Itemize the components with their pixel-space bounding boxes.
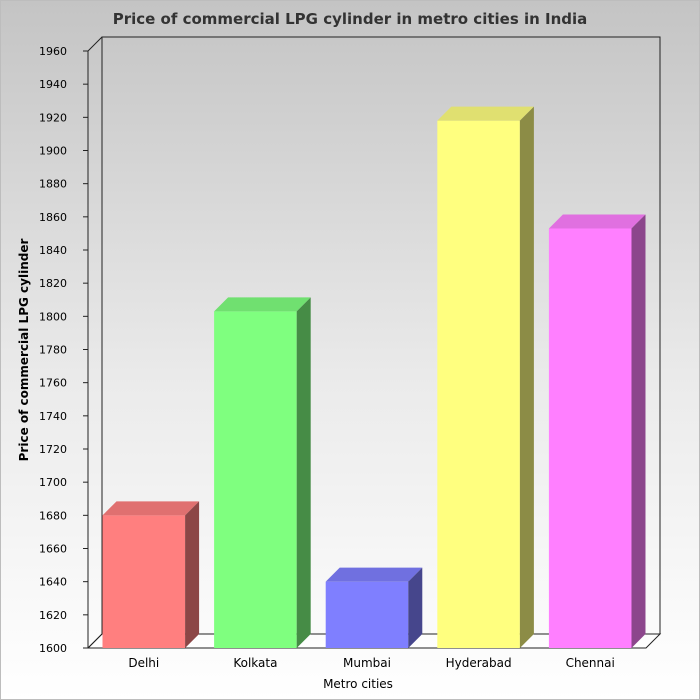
bar-top [325, 567, 423, 582]
x-tick-label: Kolkata [233, 656, 277, 670]
bar-side [631, 214, 646, 649]
y-tick-label: 1920 [39, 111, 67, 124]
bar-top [437, 106, 534, 121]
bar [325, 567, 423, 648]
x-tick-label: Delhi [128, 656, 159, 670]
x-tick-label: Mumbai [343, 656, 391, 670]
y-tick-label: 1820 [39, 277, 67, 290]
y-tick-label: 1700 [39, 476, 67, 489]
axis-depth-top [87, 36, 103, 52]
y-tick-label: 1960 [39, 45, 67, 58]
y-tick-label: 1860 [39, 211, 67, 224]
bar [548, 214, 646, 649]
y-tick-label: 1660 [39, 543, 67, 556]
y-tick-label: 1780 [39, 344, 67, 357]
y-axis-label: Price of commercial LPG cylinder [17, 239, 31, 462]
bar-top [102, 501, 200, 516]
bar-top [214, 297, 311, 312]
x-tick-label: Chennai [566, 656, 615, 670]
y-tick-label: 1880 [39, 178, 67, 191]
bar-side [296, 297, 311, 648]
bar [102, 501, 200, 648]
bar-front [102, 515, 186, 648]
y-tick-label: 1740 [39, 410, 67, 423]
bar-side [185, 501, 200, 648]
y-tick-label: 1900 [39, 145, 67, 158]
y-tick-label: 1640 [39, 576, 67, 589]
y-tick-label: 1760 [39, 377, 67, 390]
y-tick-label: 1680 [39, 509, 67, 522]
bar-front [548, 228, 632, 649]
y-tick-label: 1940 [39, 78, 67, 91]
axis-depth-bottom [87, 633, 103, 649]
bar [437, 106, 534, 648]
bar-side [408, 567, 423, 648]
x-tick-label: Hyderabad [446, 656, 512, 670]
bar-front [214, 311, 297, 648]
bar [214, 297, 311, 648]
chart-title: Price of commercial LPG cylinder in metr… [113, 10, 588, 28]
bar-side [519, 106, 534, 648]
y-tick-label: 1800 [39, 310, 67, 323]
bar-front [437, 120, 520, 648]
bar-top [548, 214, 646, 229]
y-tick-label: 1840 [39, 244, 67, 257]
x-axis-label: Metro cities [323, 677, 393, 691]
y-tick-label: 1620 [39, 609, 67, 622]
y-tick-label: 1720 [39, 443, 67, 456]
bar-front [325, 581, 409, 648]
y-tick-label: 1600 [39, 642, 67, 655]
